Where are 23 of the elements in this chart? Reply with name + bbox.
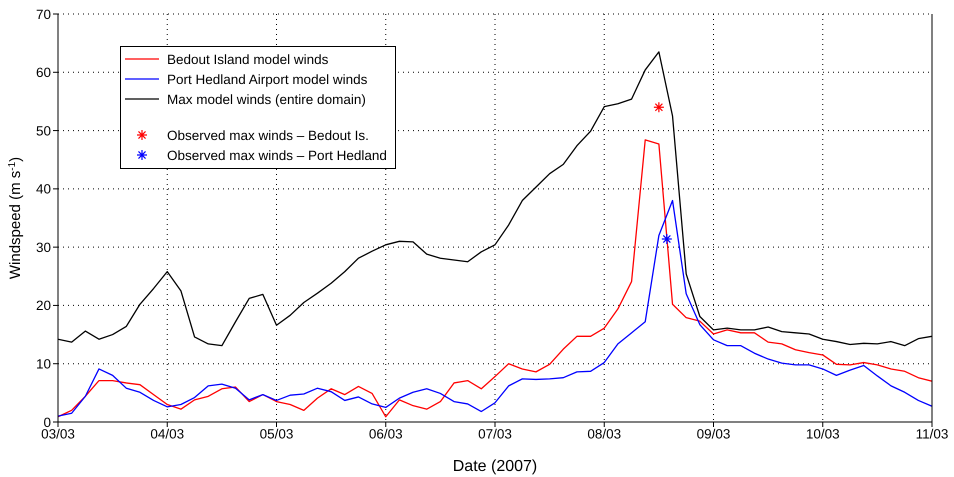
- line-series: [58, 200, 932, 417]
- y-tick-label: 70: [36, 6, 51, 22]
- x-tick-label: 05/03: [260, 426, 294, 442]
- y-tick-label: 20: [36, 298, 51, 314]
- legend-label: Max model winds (entire domain): [167, 92, 366, 106]
- x-tick-label: 11/03: [916, 426, 948, 442]
- y-tick-label: 10: [36, 356, 51, 372]
- legend-label: Bedout Island model winds: [167, 52, 328, 66]
- x-tick-label: 10/03: [806, 426, 840, 442]
- y-tick-label: 50: [36, 123, 51, 138]
- x-tick-label: 09/03: [696, 426, 730, 442]
- legend-label: Observed max winds – Port Hedland: [167, 148, 387, 162]
- line-series: [58, 139, 932, 418]
- y-tick-label: 60: [36, 65, 51, 80]
- x-tick-label: 04/03: [150, 426, 184, 442]
- x-tick-label: 07/03: [478, 426, 512, 442]
- x-axis-title: Date (2007): [452, 458, 538, 475]
- y-tick-label: 40: [36, 182, 51, 197]
- y-tick-label: 30: [36, 240, 51, 255]
- x-tick-label: 06/03: [368, 426, 403, 442]
- x-tick-label: 08/03: [587, 426, 622, 442]
- legend-label: Observed max winds – Bedout Is.: [167, 128, 369, 142]
- legend-label: Port Hedland Airport model winds: [167, 72, 368, 86]
